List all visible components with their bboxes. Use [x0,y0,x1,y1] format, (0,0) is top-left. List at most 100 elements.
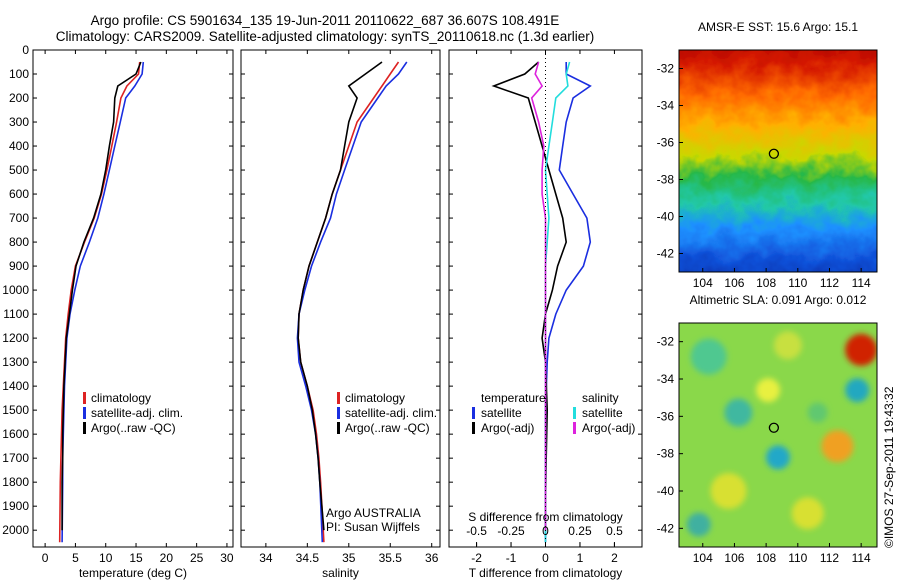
x-tick-label: 35 [342,551,356,565]
x-tick-label: 35.5 [379,551,403,565]
y-tick-label: 900 [9,259,29,273]
lon-tick-label: 110 [788,551,807,565]
lon-tick-label: 106 [724,276,744,290]
y-tick-label: 1300 [2,355,29,369]
lat-tick-label: -42 [657,521,675,535]
map-title: AMSR-E SST: 15.6 Argo: 15.1 [698,20,858,34]
series-line [297,61,383,531]
x-tick-label: 36 [425,551,439,565]
legend-label: Argo(-adj) [582,421,635,435]
map-frame [678,322,878,548]
s-tick-label: 0.25 [568,524,592,538]
lon-tick-label: 106 [724,551,744,565]
series-line [491,61,568,531]
y-tick-label: 400 [9,139,29,153]
lon-tick-label: 108 [756,551,776,565]
y-tick-label: 600 [9,187,29,201]
legend-header: temperature [481,391,546,405]
lon-tick-label: 104 [693,551,713,565]
legend-label: satellite-adj. clim. [91,406,183,420]
y-tick-label: 1400 [2,379,29,393]
x-tick-label: -2 [471,551,482,565]
series-line [61,61,142,531]
legend-swatch [337,392,340,404]
sla-anomaly [807,402,828,423]
temperature-profile: 0100200300400500600700800900100011001200… [2,43,234,580]
legend-label: satellite [582,406,623,420]
sla-anomaly [821,430,854,463]
x-axis-label: temperature (deg C) [79,566,187,580]
legend-swatch [573,422,576,434]
legend-label: Argo(-adj) [481,421,534,435]
credit-line2: PI: Susan Wijffels [326,520,420,534]
lon-tick-label: 114 [852,551,871,565]
credit-line1: Argo AUSTRALIA [326,506,421,520]
x-tick-label: 0 [542,551,549,565]
y-tick-label: 1500 [2,403,29,417]
lat-tick-label: -42 [657,247,675,261]
lon-tick-label: 112 [820,551,839,565]
map-title: Altimetric SLA: 0.091 Argo: 0.012 [690,293,867,307]
y-tick-label: 0 [22,43,29,57]
legend-swatch [337,422,340,434]
y-tick-label: 1900 [2,499,29,513]
sla-anomaly [845,333,877,366]
legend-label: satellite [481,406,522,420]
y-tick-label: 2000 [2,523,29,537]
lat-tick-label: -36 [657,136,675,150]
sla-anomaly [690,338,727,375]
legend-swatch [83,422,86,434]
lon-tick-label: 104 [693,276,713,290]
legend-label: satellite-adj. clim. [345,406,437,420]
sla-anomaly [710,473,747,509]
sla-anomaly [686,512,711,537]
y-tick-label: 1200 [2,331,29,345]
difference-profile: -2 -1 0 1 2T difference from climatology -0.5… [448,49,643,580]
sla-anomaly [724,398,753,427]
x-tick-label: 15 [129,551,143,565]
x-axis-label: salinity [322,566,359,580]
legend-label: climatology [91,391,151,405]
lat-tick-label: -34 [657,372,675,386]
legend-swatch [573,407,576,419]
s-tick-label: 0.5 [606,524,623,538]
y-tick-label: 1600 [2,427,29,441]
argo-position-marker [768,422,780,433]
s-tick-label: 0 [542,524,549,538]
x-tick-label: 2 [611,551,618,565]
lat-tick-label: -40 [657,210,675,224]
map-frame [678,49,878,273]
chart-title: Argo profile: CS 5901634_135 19-Jun-2011… [90,13,560,28]
y-tick-label: 100 [9,67,29,81]
s-tick-label: -0.25 [497,524,525,538]
legend-swatch [83,407,86,419]
sla-anomaly [845,378,870,403]
x-tick-label: 34 [259,551,273,565]
lat-tick-label: -32 [657,335,675,349]
x-tick-label: -1 [506,551,517,565]
legend-swatch [337,407,340,419]
lat-tick-label: -32 [657,62,675,76]
s-axis-label: S difference from climatology [468,510,623,524]
sla-anomaly [791,497,824,530]
chart-subtitle: Climatology: CARS2009. Satellite-adjuste… [55,29,595,44]
x-tick-label: 30 [220,551,234,565]
lat-tick-label: -36 [657,409,675,423]
legend-swatch [472,407,475,419]
y-tick-label: 300 [9,115,29,129]
y-tick-label: 500 [9,163,29,177]
x-tick-label: 25 [190,551,204,565]
watermark: ©IMOS 27-Sep-2011 19:43:32 [882,386,896,548]
legend-difference: temperature salinitysatelliteArgo(-adj)sa… [472,391,635,435]
salinity-profile: 34 34.5 35 35.5 36 salinity [240,49,441,580]
plot-frame [240,49,441,548]
x-tick-label: 0 [42,551,49,565]
y-tick-label: 1000 [2,283,29,297]
lat-tick-label: -34 [657,99,675,113]
sla-anomaly [773,331,802,360]
legend-swatch [83,392,86,404]
y-tick-label: 200 [9,91,29,105]
legend-label: Argo(..raw -QC) [91,421,176,435]
lat-tick-label: -38 [657,173,675,187]
